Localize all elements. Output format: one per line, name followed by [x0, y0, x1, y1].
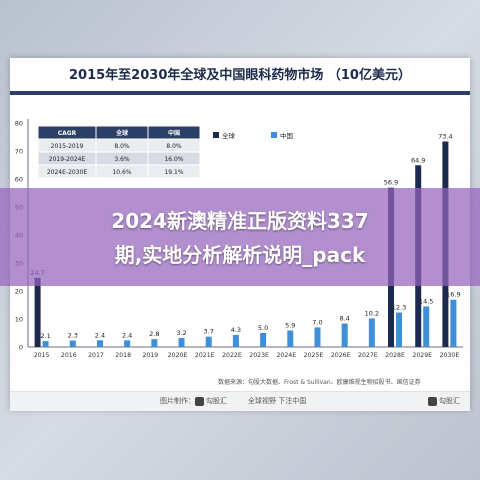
- bar-china: [341, 323, 348, 347]
- data-label-china: 2.1: [40, 332, 50, 340]
- bar-china: [232, 334, 239, 347]
- x-tick-label: 2021E: [195, 352, 215, 359]
- x-tick-label: 2025E: [304, 352, 324, 359]
- slide-footer: 图片制作： 勾股汇 全球视野 下注中国 勾股汇: [10, 391, 470, 411]
- bar-china: [314, 327, 321, 347]
- x-tick-label: 2023E: [249, 352, 269, 359]
- x-tick-label: 2018: [115, 352, 131, 359]
- bar-china: [205, 336, 212, 347]
- data-label-global: 73.4: [438, 132, 452, 140]
- footer-brand-right-wrap: 勾股汇: [428, 396, 460, 406]
- data-label-china: 5.9: [285, 321, 295, 329]
- data-label-china: 12.3: [392, 304, 406, 312]
- legend-label: 中国: [280, 131, 293, 140]
- y-tick-label: 20: [15, 288, 23, 296]
- x-tick-label: 2020E: [168, 352, 188, 359]
- data-label-china: 3.7: [204, 328, 214, 336]
- data-label-global: 56.9: [384, 179, 398, 187]
- x-tick-label: 2016: [61, 352, 77, 359]
- y-tick-label: 10: [15, 316, 23, 324]
- bar-china: [396, 312, 403, 347]
- bar-china: [287, 330, 294, 347]
- data-label-china: 10.2: [365, 309, 379, 317]
- x-tick-label: 2017: [88, 352, 104, 359]
- cagr-cell-text: 19.1%: [164, 169, 183, 176]
- footer-credit-label: 图片制作：: [160, 397, 195, 405]
- cagr-cell-text: 3.6%: [114, 156, 130, 163]
- data-label-china: 7.0: [312, 318, 322, 326]
- cagr-cell-text: 10.6%: [112, 169, 131, 176]
- data-label-china: 14.5: [419, 297, 433, 305]
- footer-brand-left: 勾股汇: [206, 397, 227, 405]
- footer-credit: 图片制作： 勾股汇: [160, 396, 227, 406]
- bar-china: [450, 299, 457, 347]
- bar-china: [69, 340, 76, 347]
- brand-logo-icon: [428, 396, 437, 406]
- cagr-header-text: 中国: [168, 129, 180, 137]
- bar-china: [42, 341, 49, 347]
- y-tick-label: 60: [15, 176, 23, 184]
- title-underline: [10, 91, 470, 95]
- footer-slogan: 全球视野 下注中国: [248, 397, 307, 405]
- x-tick-label: 2030E: [440, 352, 460, 359]
- x-tick-label: 2019: [142, 352, 158, 359]
- bar-china: [124, 340, 131, 347]
- bar-china: [368, 318, 375, 347]
- watermark-line-2: 期,实地分析解析说明_pack: [114, 243, 366, 267]
- bar-china: [178, 338, 185, 347]
- x-tick-label: 2015: [34, 352, 50, 359]
- y-tick-label: 80: [15, 120, 23, 128]
- cagr-cell-text: 8.0%: [166, 143, 182, 150]
- x-tick-label: 2027E: [358, 352, 378, 359]
- x-tick-label: 2028E: [385, 352, 405, 359]
- bar-china: [423, 306, 430, 347]
- footer-brand-right: 勾股汇: [439, 397, 460, 405]
- legend-swatch: [271, 132, 277, 138]
- cagr-cell: [147, 164, 201, 179]
- x-tick-label: 2022E: [222, 352, 242, 359]
- data-label-global: 64.9: [411, 156, 425, 164]
- legend-label: 全球: [222, 131, 236, 140]
- x-tick-label: 2024E: [276, 352, 296, 359]
- brand-logo-icon: [195, 396, 204, 406]
- data-label-china: 2.4: [95, 331, 105, 339]
- chart-title: 2015年至2030年全球及中国眼科药物市场 （10亿美元）: [69, 68, 411, 83]
- watermark-line-1: 2024新澳精准正版资料337: [111, 209, 369, 233]
- x-tick-label: 2029E: [412, 352, 432, 359]
- cagr-cell-text: 2015-2019: [51, 143, 84, 150]
- y-tick-label: 0: [19, 344, 23, 352]
- cagr-header-text: 全球: [115, 129, 129, 137]
- bar-china: [96, 340, 103, 347]
- watermark-banner: 2024新澳精准正版资料337 期,实地分析解析说明_pack: [0, 188, 480, 286]
- x-tick-label: 2026E: [331, 352, 351, 359]
- legend-swatch: [213, 132, 219, 138]
- cagr-cell-text: 2019-2024E: [49, 156, 86, 163]
- data-label-china: 4.3: [231, 326, 241, 334]
- data-label-china: 5.0: [258, 324, 268, 332]
- y-tick-label: 70: [15, 148, 23, 156]
- data-label-china: 2.3: [68, 332, 78, 340]
- data-source: 数据来源：勾股大数据、Frost & Sullivan、欧康维视生物招股书、国信…: [218, 379, 421, 386]
- cagr-cell-text: 16.0%: [164, 156, 183, 163]
- cagr-header-text: CAGR: [58, 130, 77, 137]
- data-label-china: 2.8: [149, 330, 159, 338]
- bar-china: [260, 333, 267, 347]
- cagr-cell-text: 8.0%: [114, 143, 130, 150]
- bar-global: [34, 277, 41, 347]
- data-label-china: 3.2: [176, 329, 186, 337]
- data-label-china: 16.9: [446, 291, 460, 299]
- cagr-cell-text: 2024E-2030E: [47, 169, 87, 176]
- data-label-china: 8.4: [339, 314, 349, 322]
- bar-china: [151, 339, 158, 347]
- data-label-china: 2.4: [122, 331, 132, 339]
